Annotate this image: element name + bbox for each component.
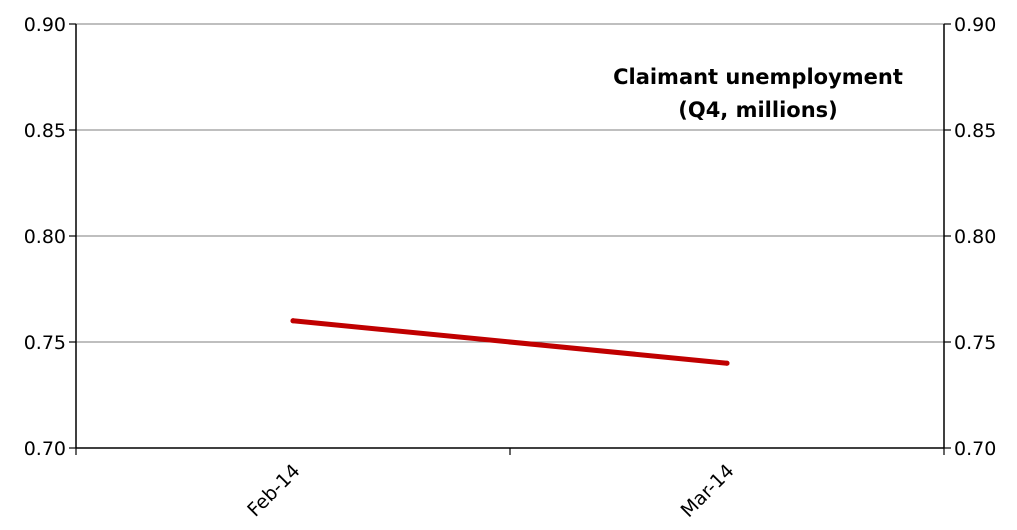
x-tick-label: Mar-14 — [677, 460, 739, 522]
chart-title-line-2: (Q4, millions) — [678, 98, 838, 122]
left-y-tick-label: 0.75 — [24, 332, 66, 354]
series-line — [290, 318, 730, 366]
x-tick-labels: Feb-14 Mar-14 — [75, 448, 945, 522]
y-tick-labels: 0.70 0.70 0.75 0.75 0.80 0.80 0.85 0.85 0.90 0.90 — [24, 14, 997, 460]
left-y-tick-label: 0.80 — [24, 226, 66, 248]
data-point — [724, 360, 730, 366]
data-point — [290, 318, 296, 324]
right-y-tick-label: 0.75 — [954, 332, 996, 354]
left-y-tick-label: 0.70 — [24, 438, 66, 460]
left-y-tick-label: 0.90 — [24, 14, 66, 36]
series — [290, 318, 730, 366]
right-y-tick-label: 0.70 — [954, 438, 996, 460]
left-y-tick-label: 0.85 — [24, 120, 66, 142]
right-y-tick-label: 0.85 — [954, 120, 996, 142]
right-y-tick-label: 0.90 — [954, 14, 996, 36]
right-y-tick-label: 0.80 — [954, 226, 996, 248]
chart-title-line-1: Claimant unemployment — [613, 65, 903, 89]
x-tick-label: Feb-14 — [243, 460, 304, 521]
